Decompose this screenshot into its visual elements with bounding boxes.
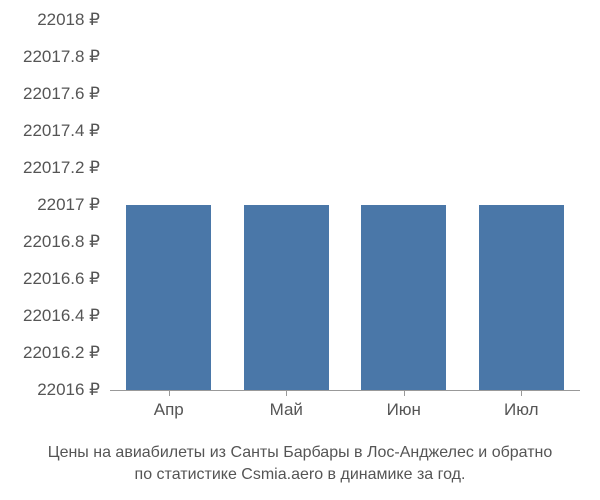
bar: [479, 205, 564, 390]
bar-slot: [110, 20, 228, 390]
x-tick: [286, 390, 287, 396]
y-tick-label: 22016.6 ₽: [23, 269, 100, 289]
bar-slot: [228, 20, 346, 390]
y-tick-label: 22016.4 ₽: [23, 306, 100, 326]
y-tick-label: 22016.2 ₽: [23, 343, 100, 363]
price-chart: 22016 ₽ 22016.2 ₽ 22016.4 ₽ 22016.6 ₽ 22016.…: [0, 0, 600, 500]
y-tick-label: 22017.8 ₽: [23, 47, 100, 67]
chart-caption-line2: по статистике Csmia.aero в динамике за г…: [0, 464, 600, 486]
x-axis-line: [110, 390, 580, 391]
bar: [361, 205, 446, 390]
x-tick: [169, 390, 170, 396]
y-tick-label: 22017.2 ₽: [23, 158, 100, 178]
bars-group: [110, 20, 580, 390]
x-axis: АпрМайИюнИюл: [110, 400, 580, 420]
x-tick: [521, 390, 522, 396]
x-tick-label: Апр: [110, 400, 228, 420]
plot-area: [110, 20, 580, 390]
bar-slot: [463, 20, 581, 390]
y-tick-label: 22016.8 ₽: [23, 232, 100, 252]
y-tick-label: 22017.4 ₽: [23, 121, 100, 141]
y-tick-label: 22018 ₽: [37, 10, 100, 30]
x-tick-label: Июн: [345, 400, 463, 420]
x-tick: [404, 390, 405, 396]
y-axis: 22016 ₽22016.2 ₽22016.4 ₽22016.6 ₽22016.…: [0, 20, 100, 390]
y-tick-label: 22017 ₽: [37, 195, 100, 215]
bar-slot: [345, 20, 463, 390]
y-tick-label: 22017.6 ₽: [23, 84, 100, 104]
chart-caption-line1: Цены на авиабилеты из Санты Барбары в Ло…: [0, 442, 600, 464]
bar: [126, 205, 211, 390]
x-tick-label: Июл: [463, 400, 581, 420]
bar: [244, 205, 329, 390]
y-tick-label: 22016 ₽: [37, 380, 100, 400]
x-tick-label: Май: [228, 400, 346, 420]
